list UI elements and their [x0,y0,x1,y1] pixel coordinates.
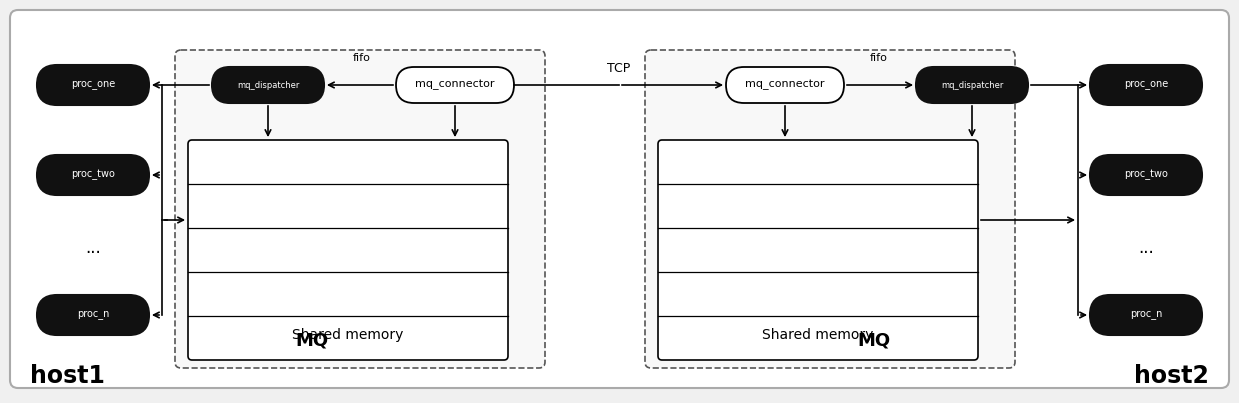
FancyBboxPatch shape [1090,155,1202,195]
Text: proc_two: proc_two [71,170,115,180]
Text: mq_dispatcher: mq_dispatcher [940,81,1004,89]
Text: proc_n: proc_n [77,310,109,320]
Text: mq_connector: mq_connector [415,80,494,90]
FancyBboxPatch shape [212,67,325,103]
FancyBboxPatch shape [916,67,1028,103]
Text: proc_one: proc_one [71,80,115,90]
Text: host1: host1 [30,364,105,388]
Text: proc_two: proc_two [1124,170,1168,180]
Text: Shared memory: Shared memory [292,328,404,342]
FancyBboxPatch shape [175,50,545,368]
Text: ...: ... [1139,239,1154,257]
FancyBboxPatch shape [37,65,149,105]
FancyBboxPatch shape [10,10,1229,388]
Text: MQ: MQ [857,331,891,349]
FancyBboxPatch shape [188,140,508,360]
FancyBboxPatch shape [37,155,149,195]
Text: mq_connector: mq_connector [745,80,825,90]
Text: ...: ... [85,239,100,257]
FancyBboxPatch shape [37,295,149,335]
Text: Shared memory: Shared memory [762,328,873,342]
Text: fifo: fifo [870,53,887,63]
FancyBboxPatch shape [1090,65,1202,105]
Text: fifo: fifo [353,53,370,63]
FancyBboxPatch shape [658,140,978,360]
Text: proc_one: proc_one [1124,80,1168,90]
FancyBboxPatch shape [396,67,514,103]
FancyBboxPatch shape [726,67,844,103]
Text: host2: host2 [1134,364,1209,388]
Text: mq_dispatcher: mq_dispatcher [237,81,299,89]
Text: MQ: MQ [295,331,328,349]
FancyBboxPatch shape [646,50,1015,368]
FancyBboxPatch shape [1090,295,1202,335]
Text: proc_n: proc_n [1130,310,1162,320]
Text: TCP: TCP [607,62,631,75]
